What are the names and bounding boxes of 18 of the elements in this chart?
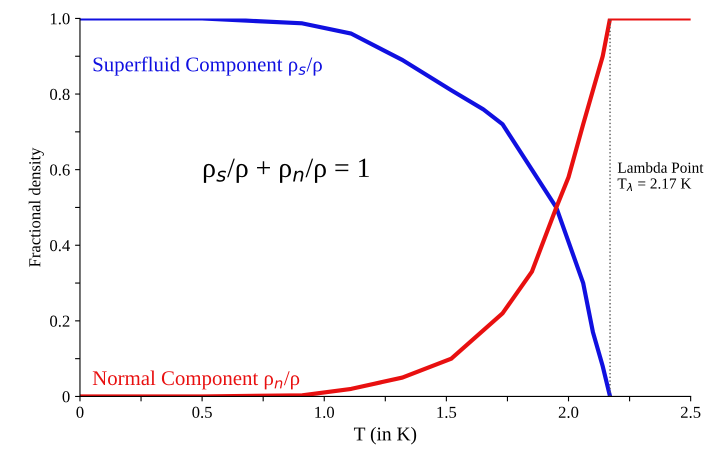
series-label: Normal Component ρ$_{n}$/ρ	[92, 370, 300, 390]
y-tick-label: 1.0	[50, 13, 70, 24]
x-tick-label: 0	[76, 406, 84, 418]
y-axis-title: Fractional density	[28, 148, 44, 267]
annotation: ρ$_{s}$/ρ + ρ$_{n}$/ρ = 1	[204, 158, 369, 183]
y-tick-label: 0.6	[50, 164, 70, 176]
x-tick-label: 1.0	[315, 406, 334, 418]
y-tick-label: 0.8	[50, 88, 70, 100]
x-tick-label: 2.0	[558, 406, 578, 418]
x-tick-label: 0.5	[192, 406, 212, 418]
ref-line-label: Lambda Point T$_{λ}$ = 2.17 K	[618, 162, 704, 192]
y-tick-label: 0	[62, 391, 70, 402]
x-axis-title: T (in K)	[354, 426, 416, 444]
y-tick-label: 0.4	[50, 240, 70, 252]
x-tick-label: 2.5	[680, 406, 700, 418]
y-tick-label: 0.2	[50, 316, 70, 327]
series-label: Superfluid Component ρ$_{s}$/ρ	[94, 56, 322, 76]
x-tick-label: 1.5	[437, 406, 456, 418]
